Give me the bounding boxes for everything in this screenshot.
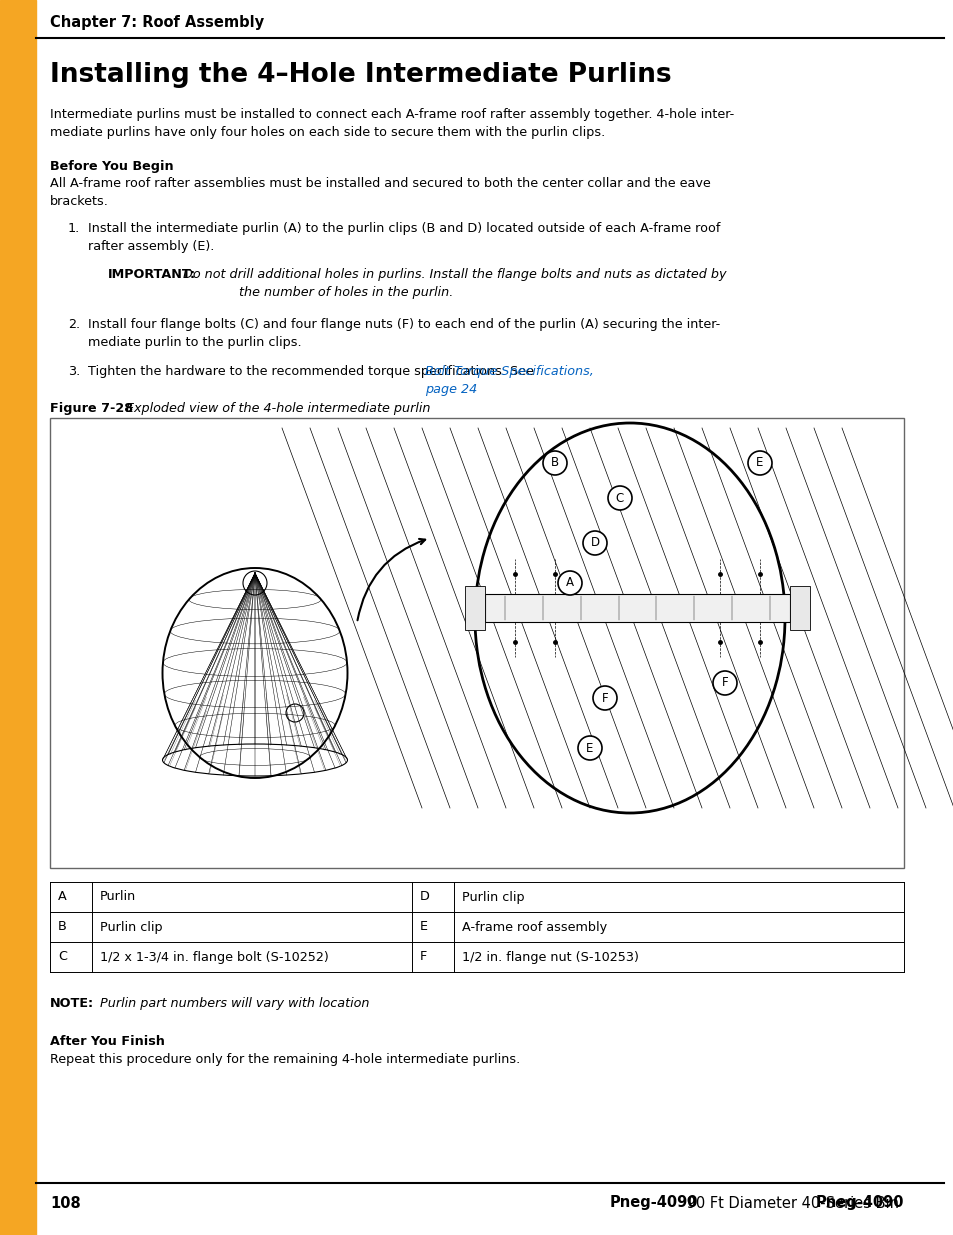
Text: D: D	[419, 890, 430, 904]
Circle shape	[582, 531, 606, 555]
Circle shape	[747, 451, 771, 475]
Text: IMPORTANT:: IMPORTANT:	[108, 268, 196, 282]
Text: Purlin clip: Purlin clip	[461, 890, 524, 904]
Text: Pneg-4090: Pneg-4090	[815, 1195, 903, 1210]
Text: Intermediate purlins must be installed to connect each A-frame roof rafter assem: Intermediate purlins must be installed t…	[50, 107, 734, 140]
Text: D: D	[590, 536, 598, 550]
Text: E: E	[419, 920, 428, 934]
Text: C: C	[616, 492, 623, 505]
Text: Do not drill additional holes in purlins. Install the flange bolts and nuts as d: Do not drill additional holes in purlins…	[183, 268, 726, 299]
Circle shape	[558, 571, 581, 595]
Text: After You Finish: After You Finish	[50, 1035, 165, 1049]
Bar	[0, 0, 36, 1235]
Text: 1/2 x 1-3/4 in. flange bolt (S-10252): 1/2 x 1-3/4 in. flange bolt (S-10252)	[100, 951, 329, 963]
Text: 1/2 in. flange nut (S-10253): 1/2 in. flange nut (S-10253)	[461, 951, 639, 963]
Text: 3.: 3.	[68, 366, 80, 378]
Text: Figure 7-28: Figure 7-28	[50, 403, 133, 415]
Text: Purlin: Purlin	[100, 890, 136, 904]
Text: Purlin clip: Purlin clip	[100, 920, 162, 934]
Text: Exploded view of the 4-hole intermediate purlin: Exploded view of the 4-hole intermediate…	[122, 403, 430, 415]
Text: Bolt Torque Specifications,
page 24: Bolt Torque Specifications, page 24	[424, 366, 593, 396]
Text: F: F	[419, 951, 427, 963]
Text: Tighten the hardware to the recommended torque specifications. See: Tighten the hardware to the recommended …	[88, 366, 537, 378]
Text: A: A	[565, 577, 574, 589]
Text: Chapter 7: Roof Assembly: Chapter 7: Roof Assembly	[50, 15, 264, 30]
Text: Repeat this procedure only for the remaining 4-hole intermediate purlins.: Repeat this procedure only for the remai…	[50, 1053, 519, 1066]
Text: Install four flange bolts (C) and four flange nuts (F) to each end of the purlin: Install four flange bolts (C) and four f…	[88, 317, 720, 350]
Bar	[464, 585, 484, 630]
Circle shape	[578, 736, 601, 760]
Bar	[50, 417, 903, 868]
Text: B: B	[551, 457, 558, 469]
Text: B: B	[58, 920, 67, 934]
Text: 108: 108	[50, 1195, 81, 1210]
Circle shape	[593, 685, 617, 710]
Text: F: F	[601, 692, 608, 704]
Text: E: E	[756, 457, 763, 469]
Text: Installing the 4–Hole Intermediate Purlins: Installing the 4–Hole Intermediate Purli…	[50, 62, 671, 88]
Circle shape	[607, 487, 631, 510]
Text: 2.: 2.	[68, 317, 80, 331]
Text: F: F	[720, 677, 727, 689]
Text: Pneg-4090: Pneg-4090	[609, 1195, 698, 1210]
Circle shape	[712, 671, 737, 695]
Text: E: E	[586, 741, 593, 755]
Bar	[484, 594, 789, 622]
Text: Purlin part numbers will vary with location: Purlin part numbers will vary with locat…	[96, 997, 369, 1010]
Text: Install the intermediate purlin (A) to the purlin clips (B and D) located outsid: Install the intermediate purlin (A) to t…	[88, 222, 720, 253]
Text: A-frame roof assembly: A-frame roof assembly	[461, 920, 606, 934]
Circle shape	[542, 451, 566, 475]
Text: All A-frame roof rafter assemblies must be installed and secured to both the cen: All A-frame roof rafter assemblies must …	[50, 177, 710, 207]
Text: 90 Ft Diameter 40-Series Bin: 90 Ft Diameter 40-Series Bin	[681, 1195, 898, 1210]
Text: Before You Begin: Before You Begin	[50, 161, 173, 173]
Text: 1.: 1.	[68, 222, 80, 235]
Text: A: A	[58, 890, 67, 904]
Bar	[789, 585, 809, 630]
Bar	[479, 429, 780, 808]
Text: NOTE:: NOTE:	[50, 997, 94, 1010]
Text: C: C	[58, 951, 67, 963]
